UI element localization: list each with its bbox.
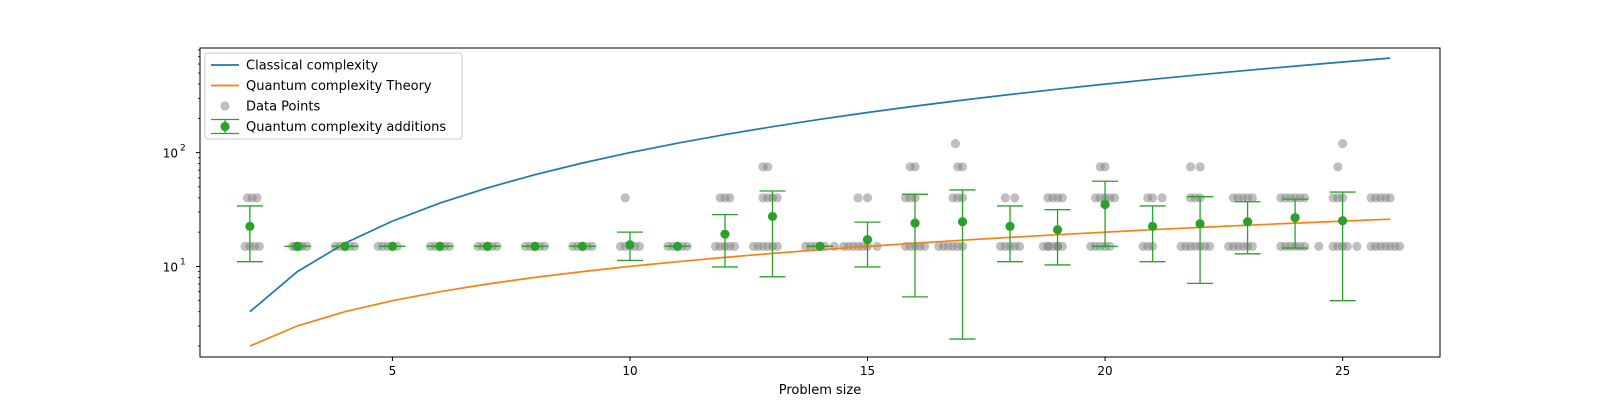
error-bar-marker <box>482 241 493 251</box>
data-point <box>1299 193 1310 203</box>
legend-swatch-marker <box>220 121 230 132</box>
error-bar-marker <box>387 241 398 251</box>
data-point <box>910 162 920 172</box>
error-bar-marker <box>1100 199 1110 210</box>
error-bar-marker <box>530 241 540 251</box>
y-tick-exponent: 2 <box>180 144 186 154</box>
error-bar-marker <box>1242 217 1253 227</box>
error-bar-marker <box>577 241 588 251</box>
x-tick-label: 25 <box>1335 364 1350 378</box>
x-tick-label: 15 <box>860 364 875 378</box>
legend-swatch-point <box>220 101 230 111</box>
data-point <box>853 193 863 203</box>
error-bar-marker <box>815 241 825 251</box>
data-point <box>1100 162 1110 172</box>
data-point <box>1352 241 1362 251</box>
error-bar-marker <box>340 241 350 251</box>
legend-label: Quantum complexity Theory <box>246 79 432 94</box>
error-bar-marker <box>1338 216 1348 226</box>
error-bar-marker <box>720 229 730 239</box>
data-point <box>919 241 930 251</box>
data-point <box>1247 193 1257 203</box>
data-point <box>1057 193 1067 203</box>
error-bar-marker <box>292 241 302 251</box>
legend-label: Classical complexity <box>246 59 378 74</box>
data-point <box>620 193 630 203</box>
data-point <box>634 241 645 251</box>
error-bar-marker <box>1052 225 1063 235</box>
error-bar-marker <box>1195 219 1205 229</box>
error-bar-marker <box>767 211 778 222</box>
x-tick-label: 20 <box>1097 364 1112 378</box>
data-point <box>1185 162 1196 172</box>
data-point <box>1204 241 1215 251</box>
quantum-theory-line <box>249 218 1391 347</box>
data-point <box>1299 241 1310 251</box>
data-point <box>763 162 773 172</box>
data-point <box>1147 193 1158 203</box>
legend-box <box>204 52 463 140</box>
data-point <box>772 193 782 203</box>
data-point <box>254 241 264 251</box>
data-point <box>862 193 873 203</box>
data-point <box>1010 193 1020 203</box>
data-point <box>1314 241 1324 251</box>
x-axis-label: Problem size <box>779 383 862 398</box>
legend-label: Quantum complexity additions <box>246 120 446 135</box>
error-bar-marker <box>1005 221 1015 231</box>
x-tick-label: 10 <box>622 364 637 378</box>
y-tick-exponent: 1 <box>180 257 186 267</box>
data-point <box>1043 241 1053 251</box>
legend: Classical complexity Quantum complexity T… <box>204 52 463 140</box>
data-point <box>1395 241 1405 251</box>
data-point <box>1195 162 1205 172</box>
error-bar-marker <box>1147 221 1158 231</box>
error-bar-marker <box>862 235 873 245</box>
y-tick-label: 10 <box>163 260 178 274</box>
data-point <box>1000 193 1010 203</box>
data-point <box>1109 193 1120 203</box>
error-bar-marker <box>957 217 968 227</box>
data-point <box>1247 241 1257 251</box>
data-point <box>252 193 262 203</box>
data-point <box>772 241 782 251</box>
data-point <box>1385 193 1395 203</box>
x-tick-label: 5 <box>389 364 397 378</box>
legend-label: Data Points <box>246 100 320 115</box>
data-point <box>725 193 735 203</box>
classical-complexity-line <box>249 57 1391 313</box>
data-point <box>950 138 961 149</box>
error-bar-marker <box>245 221 255 231</box>
error-bar-marker <box>435 241 445 251</box>
error-bar-marker <box>910 218 920 228</box>
data-point <box>1333 162 1343 172</box>
error-bar-marker <box>625 240 635 250</box>
plot-area-frame <box>199 47 1441 358</box>
error-bar-marker <box>672 241 683 251</box>
data-point <box>729 241 740 251</box>
data-point <box>957 162 968 172</box>
data-point <box>1014 241 1025 251</box>
data-point <box>1157 193 1167 203</box>
error-bar-marker <box>1290 213 1300 223</box>
data-point <box>1338 138 1348 149</box>
y-tick-label: 10 <box>163 147 178 161</box>
data-point <box>1342 241 1352 251</box>
